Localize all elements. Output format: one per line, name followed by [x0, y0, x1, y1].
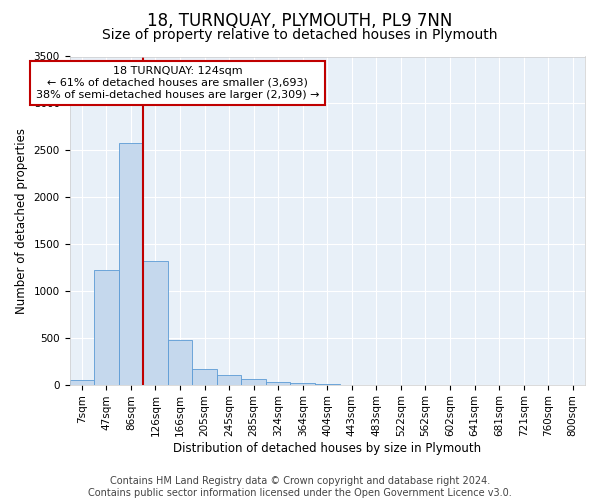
- Bar: [241, 380, 266, 384]
- Bar: [290, 383, 315, 384]
- Text: Size of property relative to detached houses in Plymouth: Size of property relative to detached ho…: [102, 28, 498, 42]
- Text: 18, TURNQUAY, PLYMOUTH, PL9 7NN: 18, TURNQUAY, PLYMOUTH, PL9 7NN: [148, 12, 452, 30]
- Bar: [168, 340, 192, 384]
- Text: Contains HM Land Registry data © Crown copyright and database right 2024.
Contai: Contains HM Land Registry data © Crown c…: [88, 476, 512, 498]
- X-axis label: Distribution of detached houses by size in Plymouth: Distribution of detached houses by size …: [173, 442, 481, 455]
- Bar: [266, 382, 290, 384]
- Text: 18 TURNQUAY: 124sqm
← 61% of detached houses are smaller (3,693)
38% of semi-det: 18 TURNQUAY: 124sqm ← 61% of detached ho…: [36, 66, 320, 100]
- Bar: [192, 369, 217, 384]
- Y-axis label: Number of detached properties: Number of detached properties: [15, 128, 28, 314]
- Bar: [94, 270, 119, 384]
- Bar: [143, 261, 168, 384]
- Bar: [70, 380, 94, 384]
- Bar: [119, 142, 143, 384]
- Bar: [217, 375, 241, 384]
